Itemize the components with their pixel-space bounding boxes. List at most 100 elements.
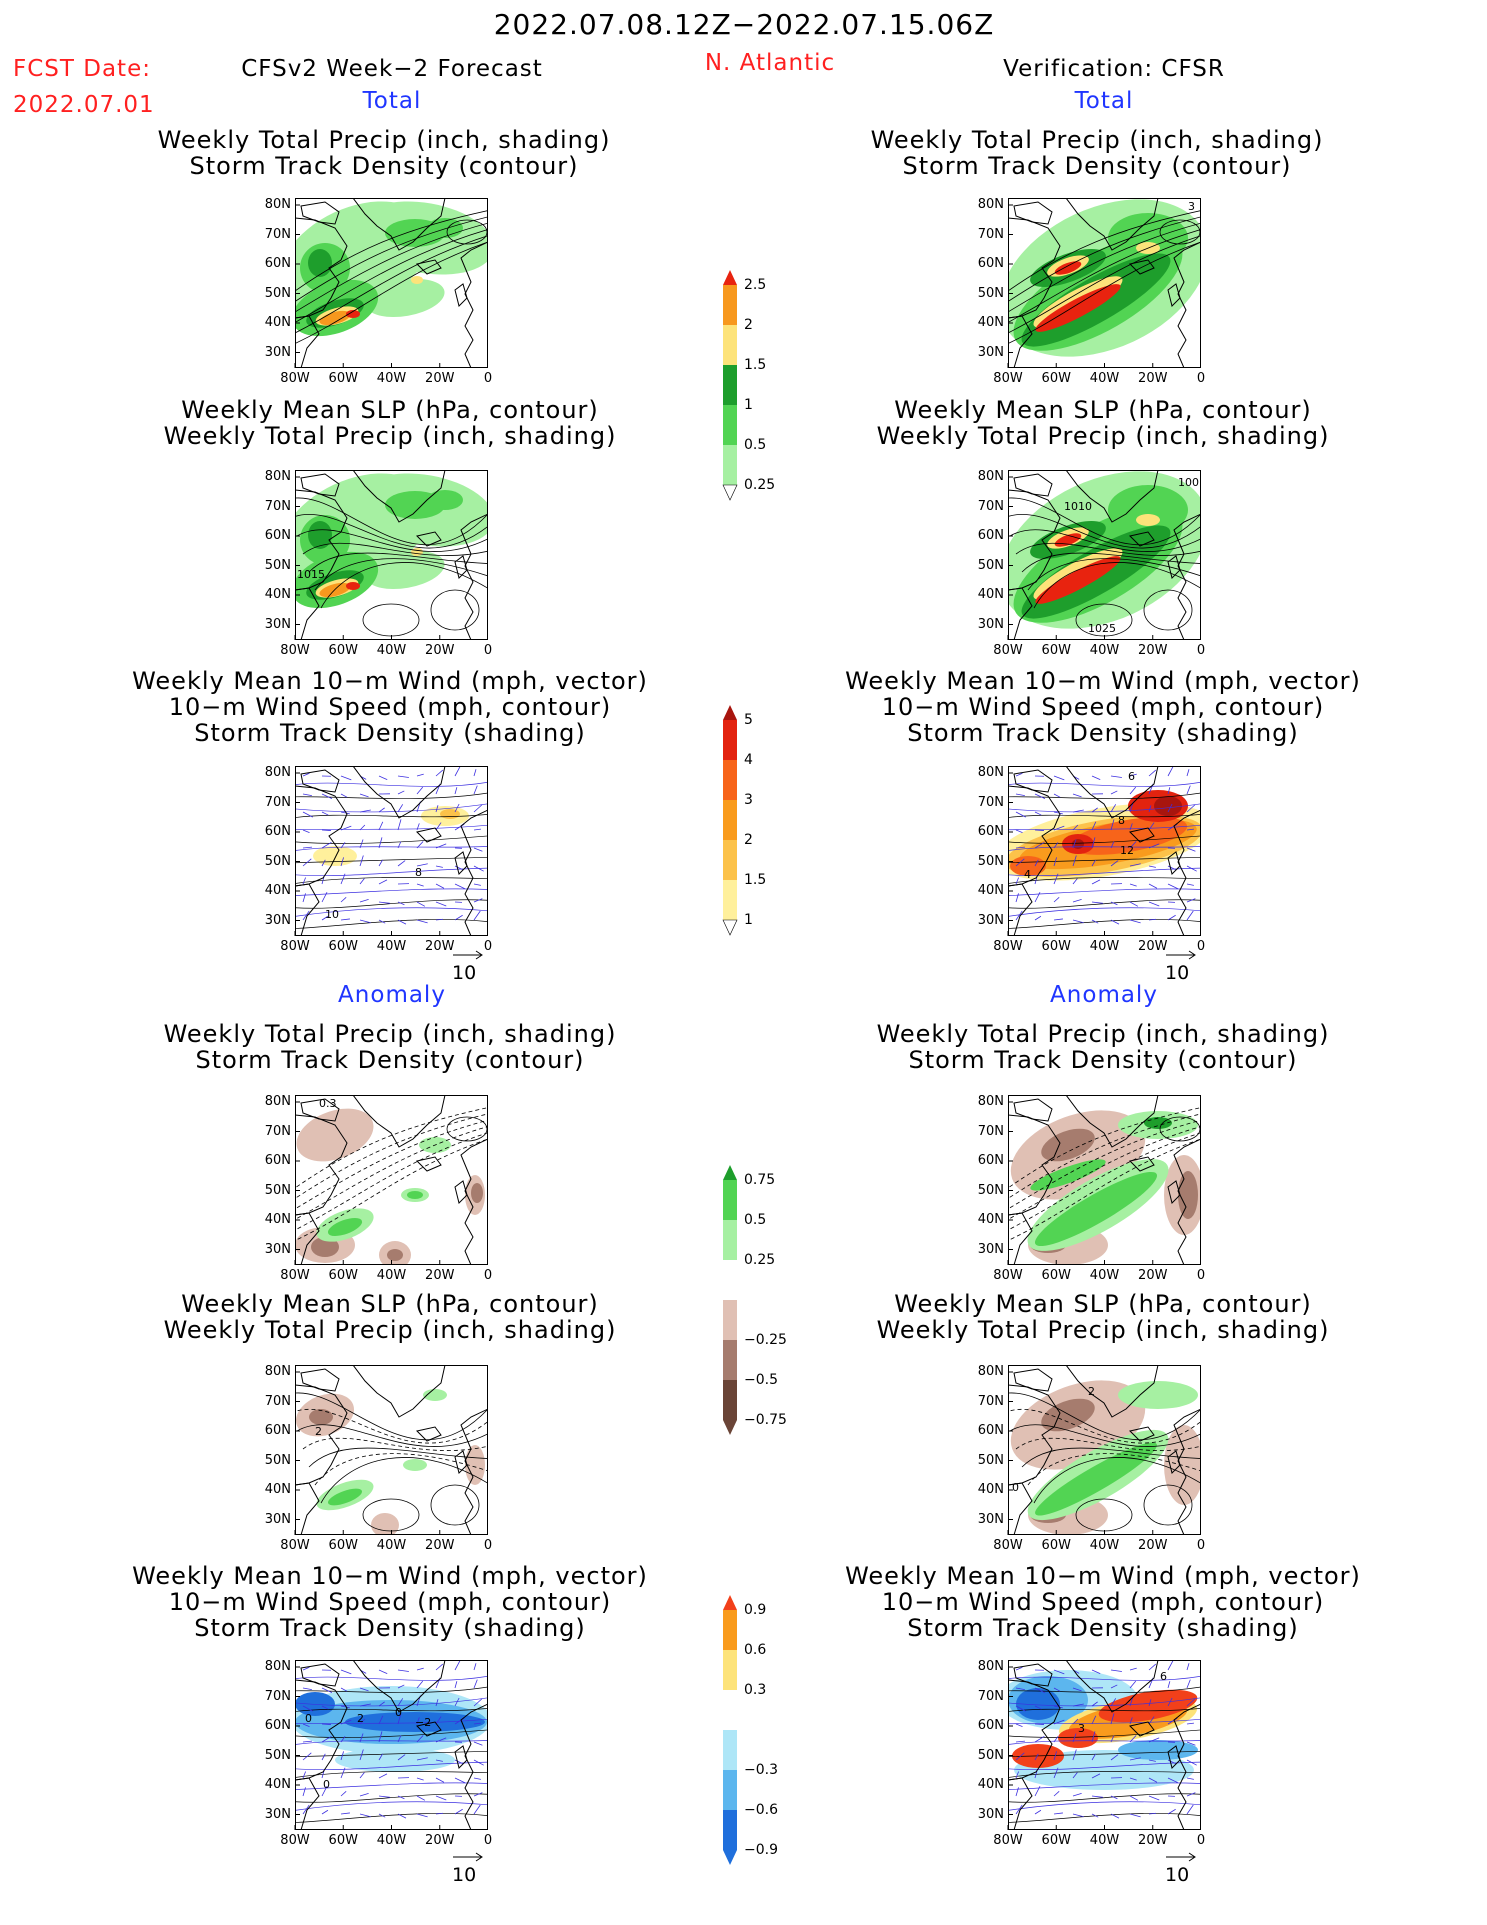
wind-vector — [1053, 825, 1065, 831]
coastline — [1065, 1365, 1159, 1418]
colorbar-segment — [723, 880, 737, 920]
wind-vector — [473, 1698, 483, 1707]
coastline — [460, 1408, 488, 1535]
track-contour — [1008, 210, 1201, 292]
vector-ref-tot-left: 10 — [452, 950, 483, 984]
coastline — [352, 470, 446, 523]
wind-contour — [1008, 1686, 1201, 1693]
coastline — [454, 1450, 468, 1474]
lat-tick-label: 60N — [264, 1718, 291, 1733]
colorbar-label: −0.3 — [744, 1762, 778, 1778]
lon-tick-label: 60W — [328, 939, 358, 954]
wind-vector — [473, 910, 481, 921]
map-panel: 6 3 80N 70N 60N 50N 40N 30N 80W 60W 40W 20W 0 — [968, 1654, 1221, 1864]
shaded-region — [345, 1712, 485, 1732]
map-canvas: 3 — [1007, 198, 1201, 368]
wind-vector — [416, 773, 424, 777]
wind-vector — [435, 1716, 442, 1725]
coastline — [1173, 1703, 1201, 1830]
lon-tick-label: 40W — [376, 1268, 407, 1283]
wind-vector — [359, 809, 371, 813]
wind-vector — [1072, 809, 1084, 813]
lat-tick-label: 80N — [977, 1364, 1004, 1379]
wind-vector — [378, 1773, 388, 1779]
vector-ref-value: 10 — [452, 1864, 477, 1886]
slp-contour — [295, 1392, 488, 1441]
tot-left-p2-title: Weekly Mean SLP (hPa, contour) Weekly Tot… — [164, 397, 617, 449]
title-line: Weekly Total Precip (inch, shading) — [876, 422, 1330, 450]
lon-tick-label: 20W — [1138, 1268, 1168, 1283]
anom-right-p3-title: Weekly Mean 10−m Wind (mph, vector) 10−m … — [845, 1563, 1361, 1641]
coastline — [1173, 1138, 1201, 1265]
wind-vector — [1186, 910, 1194, 921]
left-total-label: Total — [362, 88, 422, 114]
wind-vector — [435, 822, 442, 831]
lat-tick-label: 80N — [977, 469, 1004, 484]
wind-vector — [1148, 1699, 1152, 1707]
colorbar-segment — [723, 445, 737, 485]
track-contour — [1008, 229, 1201, 323]
wind-vector — [1129, 1757, 1141, 1761]
wind-vector — [340, 1812, 350, 1815]
wind-vector — [1015, 1771, 1020, 1779]
wind-vector — [1072, 898, 1082, 903]
track-contour — [1008, 1138, 1201, 1241]
wind-vector — [1186, 1759, 1197, 1766]
wind-vector — [473, 865, 484, 872]
map-canvas: 2 — [294, 1365, 488, 1535]
wind-vector — [1015, 893, 1019, 903]
coastline — [1173, 241, 1201, 368]
wind-vector — [1091, 1715, 1097, 1725]
lat-tick-label: 50N — [264, 1747, 291, 1763]
colorbar-segment — [723, 800, 737, 840]
lon-tick-label: 80W — [280, 1833, 310, 1848]
slp-contour — [1027, 558, 1201, 591]
wind-vector — [1148, 1795, 1160, 1801]
track-contour — [1008, 1132, 1201, 1231]
tot-left-p3-title: Weekly Mean 10−m Wind (mph, vector) 10−m … — [132, 668, 648, 746]
wind-vector — [340, 873, 346, 885]
title-line: 10−m Wind Speed (mph, contour) — [168, 693, 612, 721]
lat-tick-label: 40N — [264, 883, 291, 898]
coastline — [300, 1663, 340, 1687]
wind-vector — [1053, 811, 1063, 815]
slp-contour — [295, 513, 488, 549]
lat-tick-label: 30N — [264, 1511, 291, 1527]
colorbar-cap — [723, 270, 737, 285]
wind-vector — [473, 1679, 478, 1689]
wind-vector — [1129, 1735, 1137, 1743]
colorbar-segment — [723, 1610, 737, 1650]
slp-contour — [1021, 1447, 1201, 1468]
wind-vector — [1186, 1663, 1190, 1671]
contour-label: −2 — [415, 1716, 431, 1729]
wind-vector — [340, 897, 347, 903]
slp-contour — [295, 1408, 488, 1444]
contour-label: 1025 — [1088, 622, 1116, 635]
wind-vector — [1072, 878, 1078, 885]
lon-tick-label: 80W — [280, 371, 310, 386]
coastline — [352, 1095, 446, 1148]
colorbar-cap — [723, 705, 737, 720]
shaded-region — [1136, 514, 1160, 526]
slp-contour — [1033, 1457, 1201, 1504]
arrow-right-icon — [453, 1852, 483, 1862]
title-line: Weekly Mean 10−m Wind (mph, vector) — [845, 667, 1361, 695]
colorbar-segment — [723, 1180, 737, 1220]
map-panel: 1010 1025 100 80N 70N 60N 50N 40N 30N 80W 60W 40W 20… — [968, 464, 1221, 674]
lon-tick-label: 40W — [1089, 1538, 1120, 1553]
colorbar: 0.75 0.5 0.25 −0.25 −0.5 −0.75 — [722, 1165, 792, 1485]
lat-tick-label: 60N — [977, 1153, 1004, 1168]
wind-vector — [1072, 1772, 1078, 1779]
vector-ref-tot-right: 10 — [1165, 950, 1196, 984]
coastline — [1129, 1721, 1155, 1737]
wind-vector — [397, 860, 406, 867]
wind-vector — [340, 1791, 347, 1797]
wind-vector — [340, 1751, 344, 1761]
shaded-region — [346, 310, 360, 318]
colorbar-strip — [722, 270, 738, 501]
wind-vector — [359, 1749, 364, 1761]
lat-tick-label: 50N — [264, 557, 291, 573]
wind-vector — [1034, 859, 1039, 867]
coastline — [1129, 1426, 1155, 1442]
colorbar-segment — [723, 720, 737, 760]
